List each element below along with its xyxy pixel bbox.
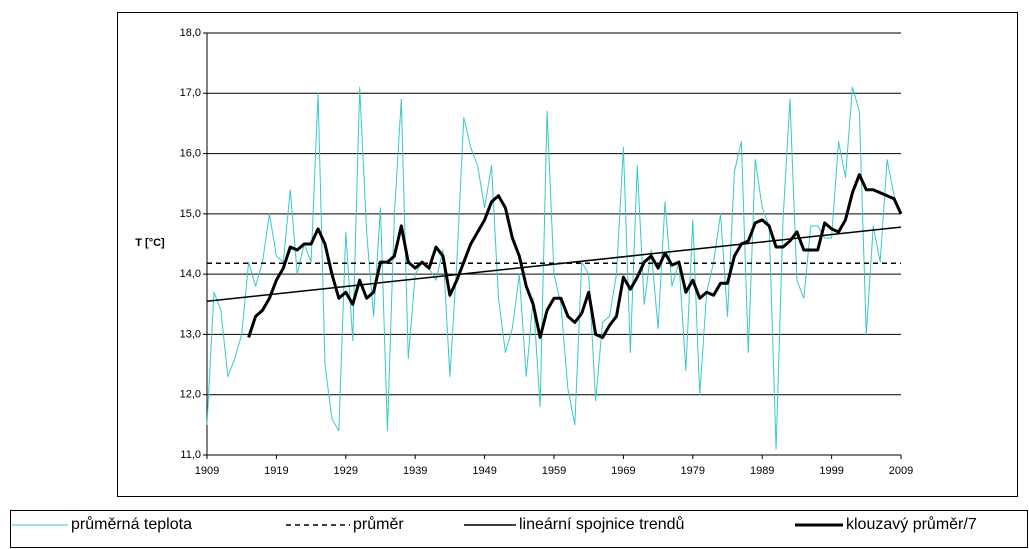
y-tick-label: 18,0 <box>180 27 201 39</box>
y-tick-label: 12,0 <box>180 389 201 401</box>
x-tick-label: 1939 <box>403 465 427 477</box>
series-line <box>206 226 902 303</box>
x-tick-label: 1959 <box>542 465 566 477</box>
x-tick-label: 1989 <box>750 465 774 477</box>
y-tick-label: 11,0 <box>180 449 201 461</box>
y-tick-label: 13,0 <box>180 328 201 340</box>
x-tick-label: 1969 <box>611 465 635 477</box>
chart-frame <box>117 12 1018 497</box>
legend-label: lineární spojnice trendů <box>519 515 684 533</box>
legend-label: průměr <box>353 515 404 533</box>
x-tick-label: 1929 <box>334 465 358 477</box>
legend-label: klouzavý průměr/7 <box>846 515 977 533</box>
x-tick-label: 1999 <box>819 465 843 477</box>
series-line <box>206 86 902 450</box>
x-tick-label: 1919 <box>264 465 288 477</box>
y-tick-label: 17,0 <box>180 87 201 99</box>
x-tick-label: 1949 <box>472 465 496 477</box>
x-tick-label: 2009 <box>889 465 913 477</box>
series-line <box>247 173 903 339</box>
legend-frame <box>10 510 1028 548</box>
legend-label: průměrná teplota <box>71 515 192 533</box>
x-tick-label: 1979 <box>681 465 705 477</box>
x-tick-label: 1909 <box>195 465 219 477</box>
y-tick-label: 16,0 <box>180 147 201 159</box>
y-tick-label: 14,0 <box>180 268 201 280</box>
y-tick-label: 15,0 <box>180 208 201 220</box>
y-axis-label: T [°C] <box>135 237 165 249</box>
